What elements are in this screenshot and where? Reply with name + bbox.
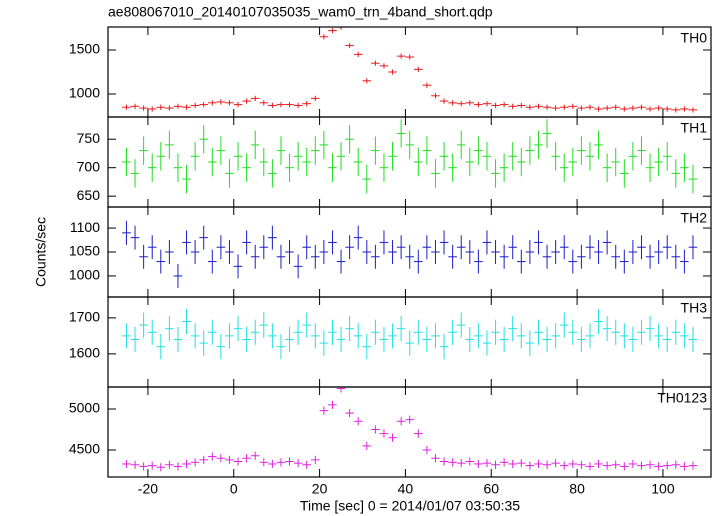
panel-frame — [107, 116, 712, 208]
x-tick-label: 60 — [483, 481, 499, 497]
y-tick-label: 4500 — [69, 441, 100, 457]
x-tick-label: 100 — [651, 481, 675, 497]
panel-data — [122, 27, 698, 113]
panel-data — [122, 308, 698, 360]
panel-label: TH0123 — [657, 390, 707, 406]
y-tick-label: 650 — [77, 187, 101, 203]
panel-label: TH0 — [681, 30, 708, 46]
y-tick-label: 1500 — [69, 41, 100, 57]
x-tick-label: -20 — [138, 481, 158, 497]
y-tick-label: 750 — [77, 130, 101, 146]
panel-frame — [107, 26, 712, 118]
panel-data — [122, 119, 698, 194]
y-tick-label: 1600 — [69, 345, 100, 361]
panel-data — [122, 387, 698, 472]
panel-data — [122, 220, 698, 288]
x-tick-label: 20 — [312, 481, 328, 497]
panel-label: TH3 — [681, 300, 708, 316]
y-tick-label: 1100 — [70, 219, 100, 235]
y-tick-label: 700 — [77, 158, 101, 174]
panel-label: TH1 — [681, 120, 708, 136]
panel-label: TH2 — [681, 210, 708, 226]
x-tick-label: 0 — [230, 481, 238, 497]
chart-title: ae808067010_20140107035035_wam0_trn_4ban… — [108, 4, 493, 20]
y-tick-label: 1050 — [69, 243, 100, 259]
y-axis-label: Counts/sec — [33, 217, 49, 287]
y-tick-label: 1000 — [69, 267, 100, 283]
panel-frame — [107, 386, 712, 478]
y-tick-label: 1700 — [69, 309, 100, 325]
y-tick-label: 1000 — [69, 85, 100, 101]
x-tick-label: 80 — [569, 481, 585, 497]
x-tick-label: 40 — [398, 481, 414, 497]
y-tick-label: 5000 — [69, 400, 100, 416]
x-axis-label: Time [sec] 0 = 2014/01/07 03:50:35 — [300, 498, 520, 514]
